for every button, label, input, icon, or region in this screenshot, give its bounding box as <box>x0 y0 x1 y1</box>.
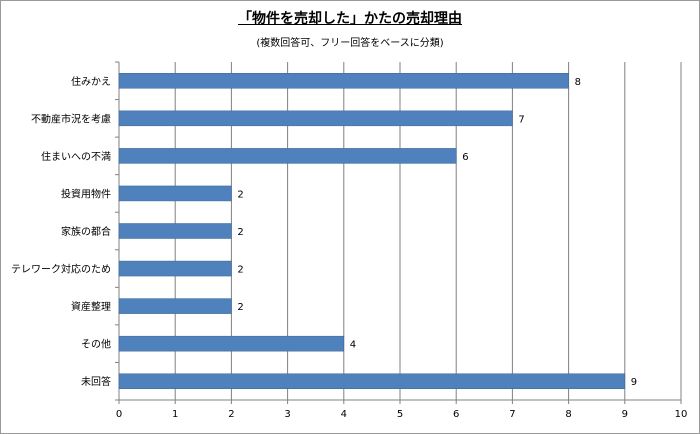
bar <box>118 373 626 389</box>
category-label: 投資用物件 <box>61 187 111 200</box>
chart-title: 「物件を売却した」かたの売却理由 <box>238 11 462 27</box>
bar <box>118 335 345 352</box>
value-label: 7 <box>518 114 524 125</box>
category-label: 不動産市況を考慮 <box>31 112 111 125</box>
x-tick-label: 5 <box>397 409 403 420</box>
chart-subtitle: (複数回答可、フリー回答をベースに分類) <box>256 38 444 49</box>
bar <box>118 148 457 164</box>
bar <box>118 185 232 202</box>
x-tick-label: 3 <box>284 409 290 420</box>
bar <box>118 298 232 314</box>
x-tick-label: 8 <box>565 409 571 420</box>
value-label: 2 <box>237 189 243 200</box>
x-tick-label: 10 <box>675 409 688 420</box>
category-label: 家族の都合 <box>61 225 111 238</box>
category-label: 未回答 <box>81 375 111 388</box>
value-label: 8 <box>575 77 581 88</box>
category-label: テレワーク対応のため <box>11 263 111 276</box>
x-tick-label: 1 <box>172 409 178 420</box>
bar <box>118 223 232 239</box>
value-label: 4 <box>350 340 356 351</box>
x-tick-label: 6 <box>453 409 459 420</box>
category-label: 住まいへの不満 <box>41 150 111 163</box>
value-label: 2 <box>237 302 243 313</box>
x-tick-label: 2 <box>228 409 234 420</box>
bar <box>118 110 513 127</box>
bar <box>118 260 232 277</box>
bar <box>118 73 569 89</box>
x-tick-label: 7 <box>509 409 515 420</box>
x-tick-label: 4 <box>341 409 347 420</box>
category-label: その他 <box>81 338 111 351</box>
category-label: 資産整理 <box>71 300 111 313</box>
x-tick-label: 9 <box>622 409 628 420</box>
category-label: 住みかえ <box>71 75 111 88</box>
value-label: 2 <box>237 265 243 276</box>
value-label: 9 <box>631 377 637 388</box>
value-label: 6 <box>462 152 468 163</box>
value-label: 2 <box>237 227 243 238</box>
x-tick-label: 0 <box>116 409 122 420</box>
